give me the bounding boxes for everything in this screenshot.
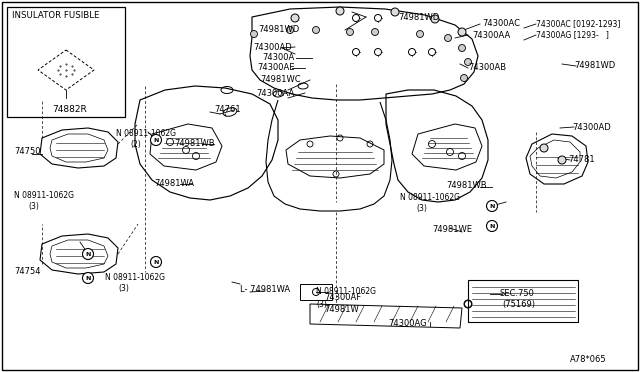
Text: (3): (3) — [316, 299, 327, 308]
Text: 74300AD: 74300AD — [572, 122, 611, 131]
Text: 74300AA: 74300AA — [472, 32, 510, 41]
Bar — [7, 7, 125, 117]
Text: N: N — [154, 138, 159, 142]
Circle shape — [371, 29, 378, 35]
Text: 74300AG: 74300AG — [388, 320, 427, 328]
Circle shape — [346, 29, 353, 35]
Circle shape — [250, 31, 257, 38]
Circle shape — [353, 48, 360, 55]
Circle shape — [458, 28, 466, 36]
Circle shape — [417, 31, 424, 38]
Text: N 08911-1062G: N 08911-1062G — [116, 129, 176, 138]
Circle shape — [540, 144, 548, 152]
Text: (3): (3) — [118, 283, 129, 292]
Text: N: N — [85, 276, 91, 280]
Text: (2): (2) — [130, 140, 141, 148]
Circle shape — [291, 14, 299, 22]
Text: (3): (3) — [28, 202, 39, 211]
Text: A78*065: A78*065 — [570, 356, 607, 365]
Circle shape — [558, 156, 566, 164]
Text: N 08911-1062G: N 08911-1062G — [105, 273, 165, 282]
Text: 74300AA: 74300AA — [256, 89, 294, 97]
Text: N: N — [490, 203, 495, 208]
Circle shape — [408, 48, 415, 55]
Text: 74300AD: 74300AD — [253, 42, 292, 51]
Circle shape — [486, 201, 497, 212]
Text: N: N — [154, 260, 159, 264]
Text: SEC.750: SEC.750 — [500, 289, 535, 298]
Text: 74300A: 74300A — [262, 54, 294, 62]
Circle shape — [83, 273, 93, 283]
Circle shape — [374, 15, 381, 22]
Text: N: N — [85, 251, 91, 257]
Circle shape — [391, 8, 399, 16]
Circle shape — [486, 221, 497, 231]
Text: 74300AC [0192-1293]: 74300AC [0192-1293] — [536, 19, 620, 29]
Circle shape — [445, 35, 451, 42]
Circle shape — [83, 248, 93, 260]
Circle shape — [461, 74, 467, 81]
Circle shape — [150, 257, 161, 267]
Text: N 08911-1062G: N 08911-1062G — [400, 192, 460, 202]
Circle shape — [429, 48, 435, 55]
Text: N: N — [490, 224, 495, 228]
Circle shape — [374, 48, 381, 55]
Text: N 08911-1062G: N 08911-1062G — [14, 192, 74, 201]
Circle shape — [150, 135, 161, 145]
Circle shape — [431, 15, 439, 23]
Text: 74754: 74754 — [14, 267, 40, 276]
Text: 74981WE: 74981WE — [432, 225, 472, 234]
Text: 74981WA: 74981WA — [154, 180, 194, 189]
Text: 74981WB: 74981WB — [446, 180, 486, 189]
Circle shape — [312, 26, 319, 33]
Text: 74781: 74781 — [568, 155, 595, 164]
Text: (75169): (75169) — [502, 301, 535, 310]
Text: 74981WD: 74981WD — [574, 61, 615, 71]
Text: 74300AC: 74300AC — [482, 19, 520, 29]
Text: INSULATOR FUSIBLE: INSULATOR FUSIBLE — [12, 10, 99, 19]
Text: 74981WB: 74981WB — [174, 140, 214, 148]
Text: 74300AF: 74300AF — [324, 292, 361, 301]
Text: (3): (3) — [416, 205, 427, 214]
Text: 74981WD: 74981WD — [398, 13, 439, 22]
Text: 74981WC: 74981WC — [260, 76, 301, 84]
Text: N 08911-1062G: N 08911-1062G — [316, 288, 376, 296]
Text: 74750: 74750 — [14, 148, 40, 157]
Text: 74981WD: 74981WD — [258, 26, 300, 35]
Text: 74882R: 74882R — [52, 105, 87, 113]
Text: 74300AE: 74300AE — [257, 64, 294, 73]
Text: 74981W: 74981W — [324, 305, 359, 314]
Text: L- 74981WA: L- 74981WA — [240, 285, 290, 294]
Text: 74300AB: 74300AB — [468, 64, 506, 73]
Text: 74300AG [1293-   ]: 74300AG [1293- ] — [536, 31, 609, 39]
Circle shape — [465, 58, 472, 65]
Bar — [468, 280, 578, 322]
Circle shape — [287, 26, 294, 33]
Circle shape — [458, 45, 465, 51]
Circle shape — [336, 7, 344, 15]
Text: 74761: 74761 — [214, 106, 241, 115]
Circle shape — [353, 15, 360, 22]
